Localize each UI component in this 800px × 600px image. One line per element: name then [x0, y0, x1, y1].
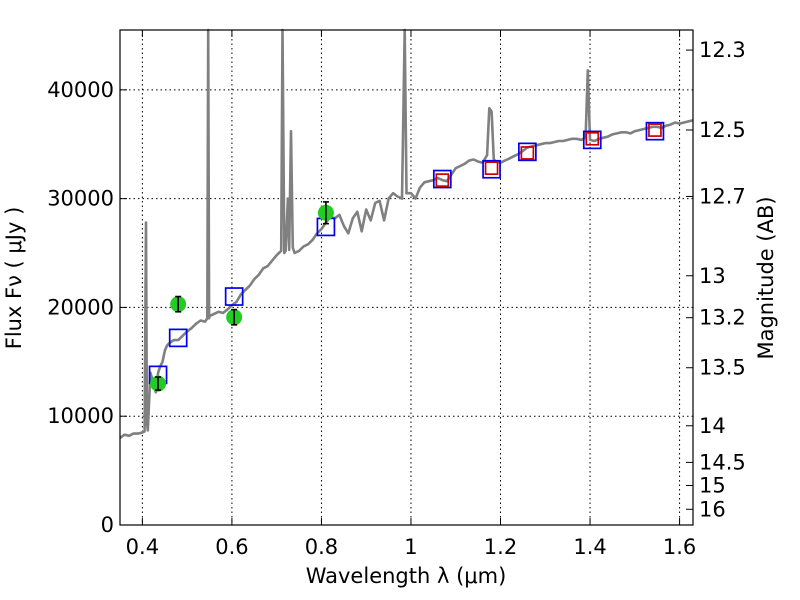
y-tick-label: 20000 [47, 295, 114, 319]
right-tick-label: 12.3 [699, 38, 746, 62]
right-tick-label: 13.5 [699, 356, 746, 380]
right-tick-label: 14.5 [699, 450, 746, 474]
x-tick-label: 1 [404, 535, 417, 559]
model-photometry-square [582, 130, 602, 150]
right-tick-label: 15 [699, 473, 726, 497]
spectrum-line [119, 28, 694, 440]
grid [120, 30, 693, 525]
model-photometry-square [482, 159, 501, 179]
x-axis-title: Wavelength λ (μm) [306, 564, 507, 588]
model-photometry-square [432, 169, 452, 189]
right-tick-label: 16 [699, 497, 726, 521]
right-tick-label: 14 [699, 414, 726, 438]
x-tick-label: 1.2 [484, 535, 517, 559]
tick-labels: 0.4 0.6 0.8 1 1.2 1.4 1.6 0 10000 20000 30000 40000… [47, 38, 746, 559]
model-photometry-square [224, 287, 244, 306]
x-tick-label: 1.6 [663, 535, 696, 559]
plot-frame [119, 29, 694, 526]
right-tick-label: 12.5 [699, 118, 746, 142]
right-tick-label: 13 [699, 264, 726, 288]
x-tick-label: 0.8 [305, 535, 338, 559]
y-tick-label: 30000 [47, 187, 114, 211]
nir-photometry-square [648, 123, 662, 137]
spectrum-layer [119, 28, 694, 440]
model-photometry-square [168, 328, 188, 348]
right-axis-title: Magnitude (AB) [754, 196, 778, 359]
right-tick-label: 13.2 [699, 306, 746, 330]
nir-photometry-square [585, 131, 600, 146]
y-tick-label: 10000 [47, 404, 114, 428]
x-tick-label: 0.6 [215, 535, 248, 559]
right-tick-label: 12.7 [699, 184, 746, 208]
model-photometry-square [518, 142, 537, 162]
tick-layer [120, 30, 693, 526]
x-tick-label: 0.4 [126, 535, 159, 559]
y-axis-title: Flux Fν ( μJy ) [2, 207, 26, 350]
marker-layer [148, 121, 665, 392]
nir-photometry-square [520, 146, 535, 160]
y-tick-label: 40000 [47, 78, 114, 102]
x-tick-label: 1.4 [573, 535, 606, 559]
nir-photometry-square [435, 173, 450, 187]
nir-photometry-square [484, 161, 499, 176]
model-photometry-square [645, 121, 665, 141]
y-tick-label: 0 [101, 513, 114, 537]
